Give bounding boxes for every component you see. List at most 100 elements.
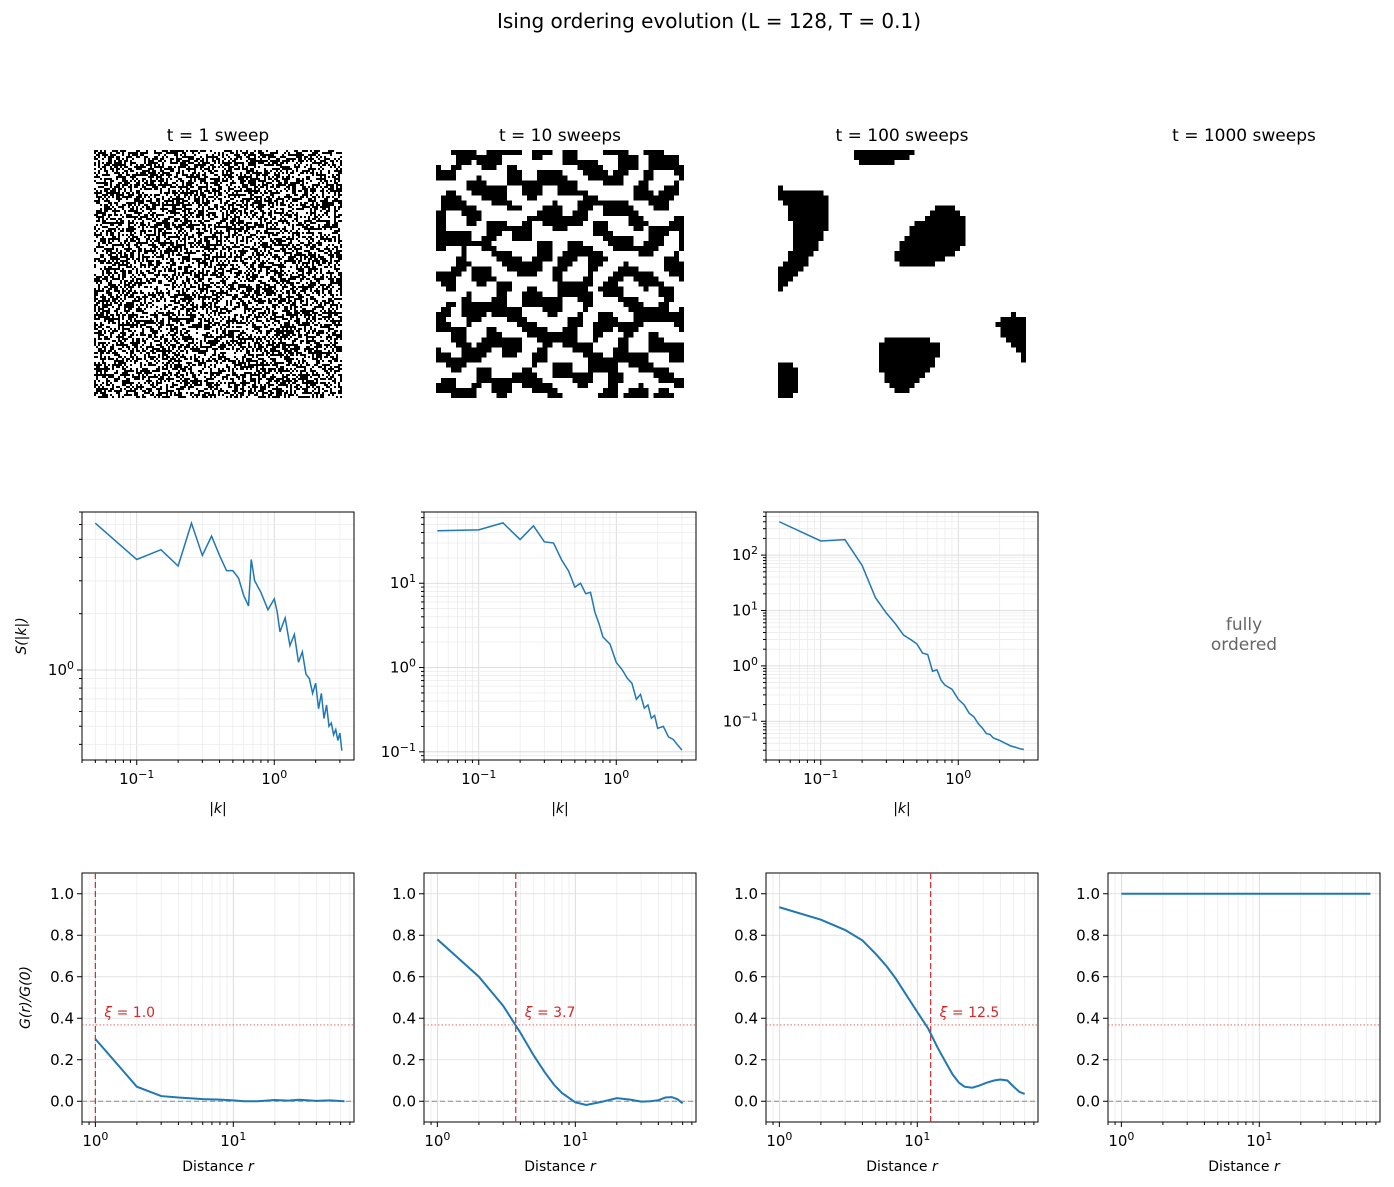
tick-label: 1.0 <box>50 885 74 903</box>
tick-label: 100 <box>732 655 758 675</box>
grid <box>81 511 354 760</box>
tick-label: 0.8 <box>734 926 758 944</box>
fully-ordered-label: fully <box>1226 615 1262 635</box>
tick-label: 101 <box>562 1130 588 1150</box>
fully-ordered-label: ordered <box>1211 635 1277 655</box>
spin-domains <box>436 150 684 398</box>
tick-label: 0.6 <box>392 968 416 986</box>
spin-domains <box>94 150 342 398</box>
grid <box>423 873 696 1122</box>
x-axis-label: |k| <box>893 801 911 817</box>
xi-label: ξ = 1.0 <box>103 1005 155 1021</box>
axes-frame <box>765 872 1039 1123</box>
tick-label: 102 <box>732 544 758 564</box>
tick-label: 100 <box>1108 1130 1134 1150</box>
tick-label: 0.8 <box>1076 926 1100 944</box>
correlation-panel-4: 100 101 0.0 0.2 0.4 0.6 0.8 1.0 Distance r <box>1076 872 1381 1175</box>
x-axis-label: |k| <box>551 801 569 817</box>
xi-label: ξ = 3.7 <box>524 1005 576 1021</box>
tick-label: 0.0 <box>734 1092 758 1110</box>
tick-label: 0.6 <box>734 968 758 986</box>
correlation-panel-1: 100 101 0.0 0.2 0.4 0.6 0.8 1.0 Distance r G(r)/G… <box>18 872 355 1175</box>
tick-label: 0.0 <box>1076 1092 1100 1110</box>
tick-label: 101 <box>732 599 758 619</box>
structure-factor-line <box>437 522 683 751</box>
tick-label: 1.0 <box>392 885 416 903</box>
correlation-line <box>779 906 1026 1095</box>
tick-label: 100 <box>603 768 629 788</box>
structure-factor-line <box>779 521 1025 751</box>
axes-frame <box>765 511 1039 761</box>
tick-label: 100 <box>48 659 74 679</box>
y-axis-label: S(|k|) <box>14 617 30 654</box>
tick-label: 0.4 <box>1076 1009 1100 1027</box>
tick-label: 101 <box>1246 1130 1272 1150</box>
structure-factor-panel-1: 10−1 100 100 |k| S(|k|) <box>14 511 355 817</box>
tick-label: 0.2 <box>392 1051 416 1069</box>
structure-factor-line <box>94 520 343 751</box>
tick-label: 100 <box>945 768 971 788</box>
grid <box>765 873 1038 1122</box>
tick-label: 0.4 <box>734 1009 758 1027</box>
x-axis-label: Distance r <box>182 1159 255 1175</box>
snapshot-title: t = 1 sweep <box>167 126 269 146</box>
tick-label: 100 <box>261 768 287 788</box>
axes-frame <box>1107 872 1381 1123</box>
tick-label: 101 <box>390 572 416 592</box>
structure-factor-panel-2: 10−1 100 10−1 100 101 |k| <box>381 511 697 817</box>
snapshot-panel-2: t = 10 sweeps <box>436 126 684 398</box>
tick-label: 0.6 <box>1076 968 1100 986</box>
tick-label: 0.2 <box>50 1051 74 1069</box>
tick-label: 0.8 <box>392 926 416 944</box>
tick-label: 10−1 <box>803 768 838 788</box>
tick-label: 10−1 <box>381 741 416 761</box>
x-axis-label: Distance r <box>524 1159 597 1175</box>
tick-label: 1.0 <box>1076 885 1100 903</box>
axes-frame <box>81 872 355 1123</box>
axes-frame <box>423 511 697 761</box>
grid <box>81 873 354 1122</box>
snapshot-title: t = 100 sweeps <box>836 126 969 146</box>
snapshot-panel-1: t = 1 sweep <box>94 126 342 398</box>
tick-label: 0.4 <box>392 1009 416 1027</box>
spin-domains <box>778 150 1026 398</box>
tick-label: 0.6 <box>50 968 74 986</box>
grid <box>1107 873 1380 1122</box>
xi-label: ξ = 12.5 <box>939 1005 1000 1021</box>
snapshot-title: t = 10 sweeps <box>499 126 621 146</box>
tick-label: 100 <box>424 1130 450 1150</box>
structure-factor-panel-3: 10−1 100 10−1 100 101 102 |k| <box>723 511 1039 817</box>
figure-title: Ising ordering evolution (L = 128, T = 0… <box>497 9 921 33</box>
snapshot-title: t = 1000 sweeps <box>1172 126 1316 146</box>
correlation-panel-2: 100 101 0.0 0.2 0.4 0.6 0.8 1.0 Distance r ξ = 3.… <box>392 872 697 1175</box>
axes-frame <box>81 511 355 761</box>
tick-label: 0.2 <box>1076 1051 1100 1069</box>
tick-label: 101 <box>904 1130 930 1150</box>
x-axis-label: |k| <box>209 801 227 817</box>
tick-label: 0.8 <box>50 926 74 944</box>
snapshot-panel-3: t = 100 sweeps <box>778 126 1026 398</box>
snapshot-panel-4: t = 1000 sweeps <box>1172 126 1316 146</box>
tick-label: 0.0 <box>50 1092 74 1110</box>
x-axis-label: Distance r <box>1208 1159 1281 1175</box>
tick-label: 1.0 <box>734 885 758 903</box>
axes-frame <box>423 872 697 1123</box>
tick-label: 10−1 <box>461 768 496 788</box>
x-axis-label: Distance r <box>866 1159 939 1175</box>
grid <box>765 511 1038 761</box>
correlation-panel-3: 100 101 0.0 0.2 0.4 0.6 0.8 1.0 Distance r ξ = 12… <box>734 872 1039 1175</box>
grid <box>423 511 696 761</box>
tick-label: 10−1 <box>723 710 758 730</box>
correlation-line <box>436 938 684 1107</box>
tick-label: 0.2 <box>734 1051 758 1069</box>
tick-label: 100 <box>82 1130 108 1150</box>
tick-label: 101 <box>220 1130 246 1150</box>
tick-label: 0.4 <box>50 1009 74 1027</box>
tick-label: 100 <box>766 1130 792 1150</box>
correlation-line <box>94 1038 345 1103</box>
tick-label: 100 <box>390 657 416 677</box>
tick-label: 0.0 <box>392 1092 416 1110</box>
y-axis-label: G(r)/G(0) <box>18 966 34 1029</box>
